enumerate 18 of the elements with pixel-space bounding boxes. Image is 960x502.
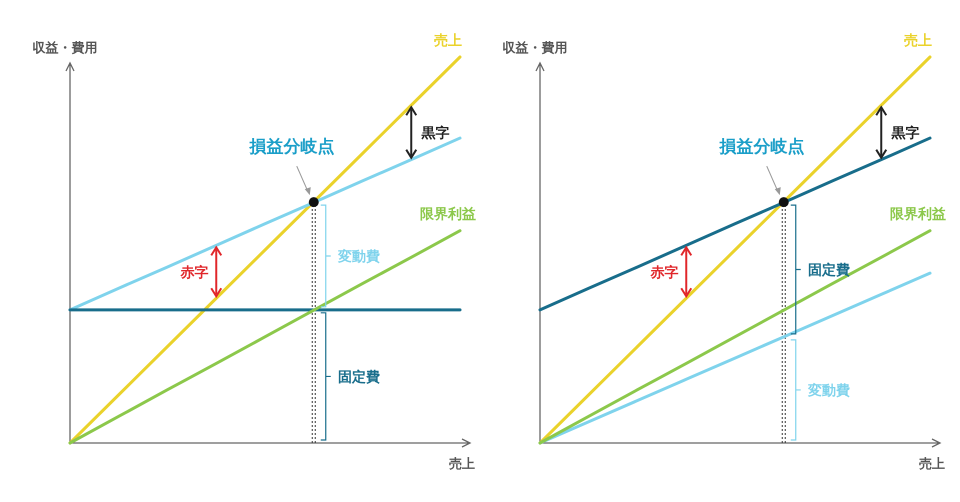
annotation: 固定費 [808,261,850,278]
annotation: 変動費 [806,382,850,399]
series-label: 限界利益 [420,206,476,223]
annotation: 損益分岐点 [718,137,804,158]
y-axis-title: 収益・費用 [502,41,568,56]
x-axis-title: 売上 [449,457,475,472]
x-axis-title: 売上 [919,457,945,472]
series-label: 売上 [904,33,932,49]
annotation: 黒字 [890,124,920,142]
y-axis-title: 収益・費用 [32,41,98,56]
annotation: 損益分岐点 [248,137,334,158]
annotation: 変動費 [336,248,380,265]
annotation: 固定費 [338,368,380,386]
annotation: 赤字 [649,264,678,281]
annotation: 黒字 [420,124,450,142]
annotation: 赤字 [179,264,208,281]
series-label: 売上 [434,33,462,49]
series-label: 限界利益 [890,206,946,223]
